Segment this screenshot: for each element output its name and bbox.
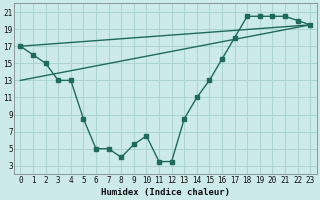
X-axis label: Humidex (Indice chaleur): Humidex (Indice chaleur) — [101, 188, 230, 197]
